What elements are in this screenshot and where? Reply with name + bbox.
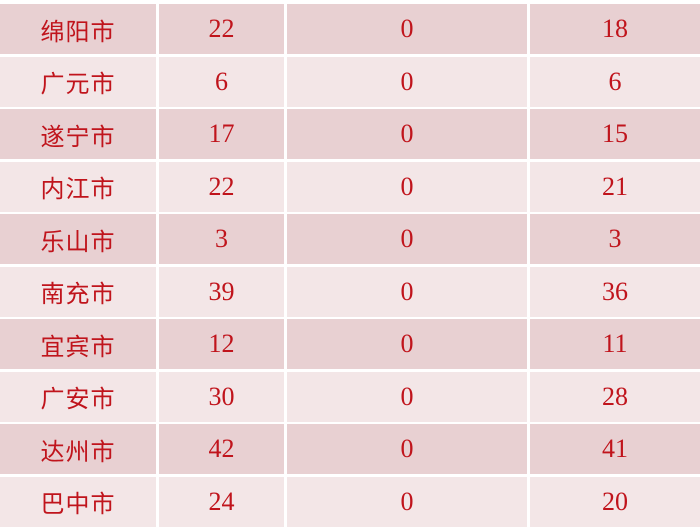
- city-cell: 绵阳市: [0, 4, 156, 54]
- value-cell-2: 0: [287, 319, 527, 369]
- value-cell-1: 17: [159, 109, 284, 159]
- value-cell-3: 41: [530, 424, 700, 474]
- value-cell-1: 30: [159, 371, 284, 422]
- value-cell-2: 0: [287, 109, 527, 159]
- city-cell: 南充市: [0, 266, 156, 317]
- value-cell-1: 3: [159, 214, 284, 264]
- value-cell-1: 12: [159, 319, 284, 369]
- value-cell-3: 6: [530, 56, 700, 107]
- value-cell-3: 18: [530, 4, 700, 54]
- value-cell-3: 28: [530, 371, 700, 422]
- value-cell-1: 22: [159, 4, 284, 54]
- value-cell-2: 0: [287, 4, 527, 54]
- value-cell-2: 0: [287, 56, 527, 107]
- city-cell: 内江市: [0, 161, 156, 212]
- value-cell-2: 0: [287, 161, 527, 212]
- city-cell: 广元市: [0, 56, 156, 107]
- value-cell-3: 20: [530, 476, 700, 527]
- city-cell: 达州市: [0, 424, 156, 474]
- value-cell-1: 24: [159, 476, 284, 527]
- value-cell-2: 0: [287, 424, 527, 474]
- value-cell-1: 22: [159, 161, 284, 212]
- value-cell-2: 0: [287, 476, 527, 527]
- city-cell: 广安市: [0, 371, 156, 422]
- value-cell-2: 0: [287, 266, 527, 317]
- value-cell-3: 3: [530, 214, 700, 264]
- city-cell: 乐山市: [0, 214, 156, 264]
- value-cell-2: 0: [287, 371, 527, 422]
- city-cell: 遂宁市: [0, 109, 156, 159]
- value-cell-1: 39: [159, 266, 284, 317]
- value-cell-3: 11: [530, 319, 700, 369]
- city-cell: 巴中市: [0, 476, 156, 527]
- city-cell: 宜宾市: [0, 319, 156, 369]
- value-cell-3: 36: [530, 266, 700, 317]
- data-table: 绵阳市 22 0 18 广元市 6 0 6 遂宁市 17 0 15 内江市 22 0 21 乐山市 3 0 3 南充市 3…: [0, 4, 700, 527]
- value-cell-1: 6: [159, 56, 284, 107]
- value-cell-3: 15: [530, 109, 700, 159]
- value-cell-2: 0: [287, 214, 527, 264]
- value-cell-1: 42: [159, 424, 284, 474]
- value-cell-3: 21: [530, 161, 700, 212]
